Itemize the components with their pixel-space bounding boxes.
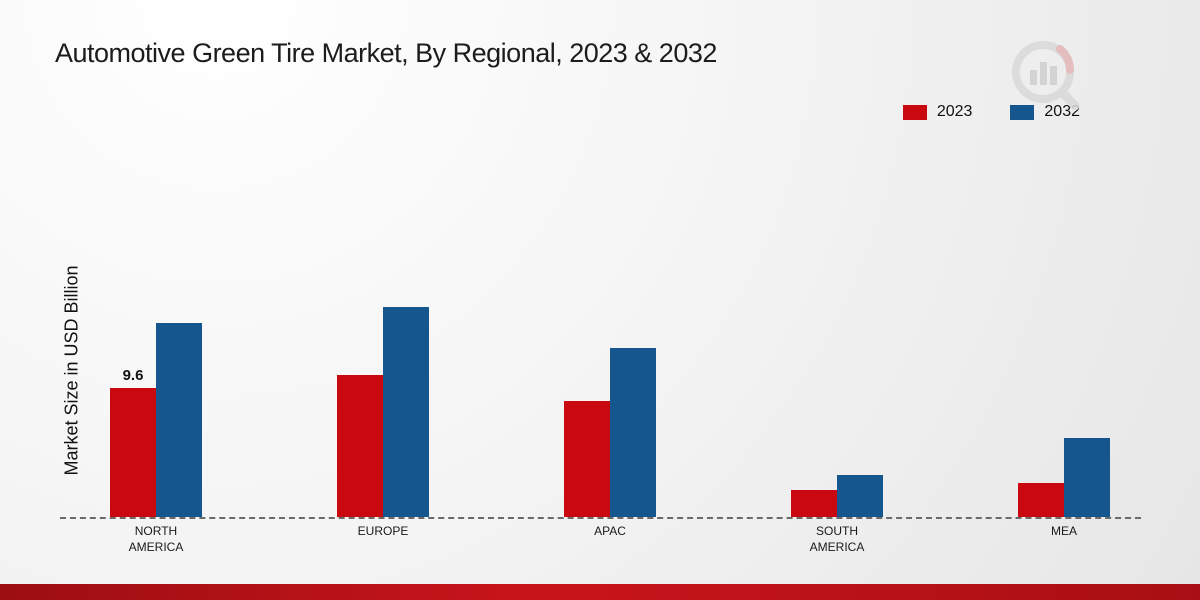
- legend-label-2023: 2023: [936, 103, 973, 120]
- plot-area: [110, 307, 1110, 517]
- category-label-south-america: SOUTH AMERICA: [809, 524, 865, 554]
- chart-title: Automotive Green Tire Market, By Regiona…: [55, 38, 717, 68]
- category-label-apac: APAC: [594, 524, 626, 538]
- bottom-accent-band: [0, 584, 1200, 600]
- x-axis-baseline: [60, 517, 1141, 519]
- bar-2032-south-america: [837, 475, 883, 517]
- bar-2023-south-america: [791, 490, 837, 517]
- bar-2023-europe: [337, 375, 383, 517]
- bar-2023-north-america: [110, 388, 156, 517]
- bar-2032-europe: [383, 307, 429, 517]
- bar-2023-mea: [1018, 483, 1064, 517]
- legend-swatch-2023: [902, 104, 927, 120]
- bar-value-label: 9.6: [122, 367, 144, 384]
- brand-watermark-icon: [1012, 41, 1080, 110]
- category-label-mea: MEA: [1050, 524, 1077, 538]
- category-label-north-america: NORTH AMERICA: [128, 524, 184, 554]
- legend-item-2023: 2023: [902, 103, 973, 121]
- bar-2032-apac: [610, 348, 656, 517]
- bar-2023-apac: [564, 401, 610, 517]
- bar-2032-north-america: [156, 323, 202, 517]
- legend-swatch-2032: [1010, 104, 1035, 120]
- category-label-europe: EUROPE: [357, 524, 409, 538]
- bar-2032-mea: [1064, 438, 1110, 517]
